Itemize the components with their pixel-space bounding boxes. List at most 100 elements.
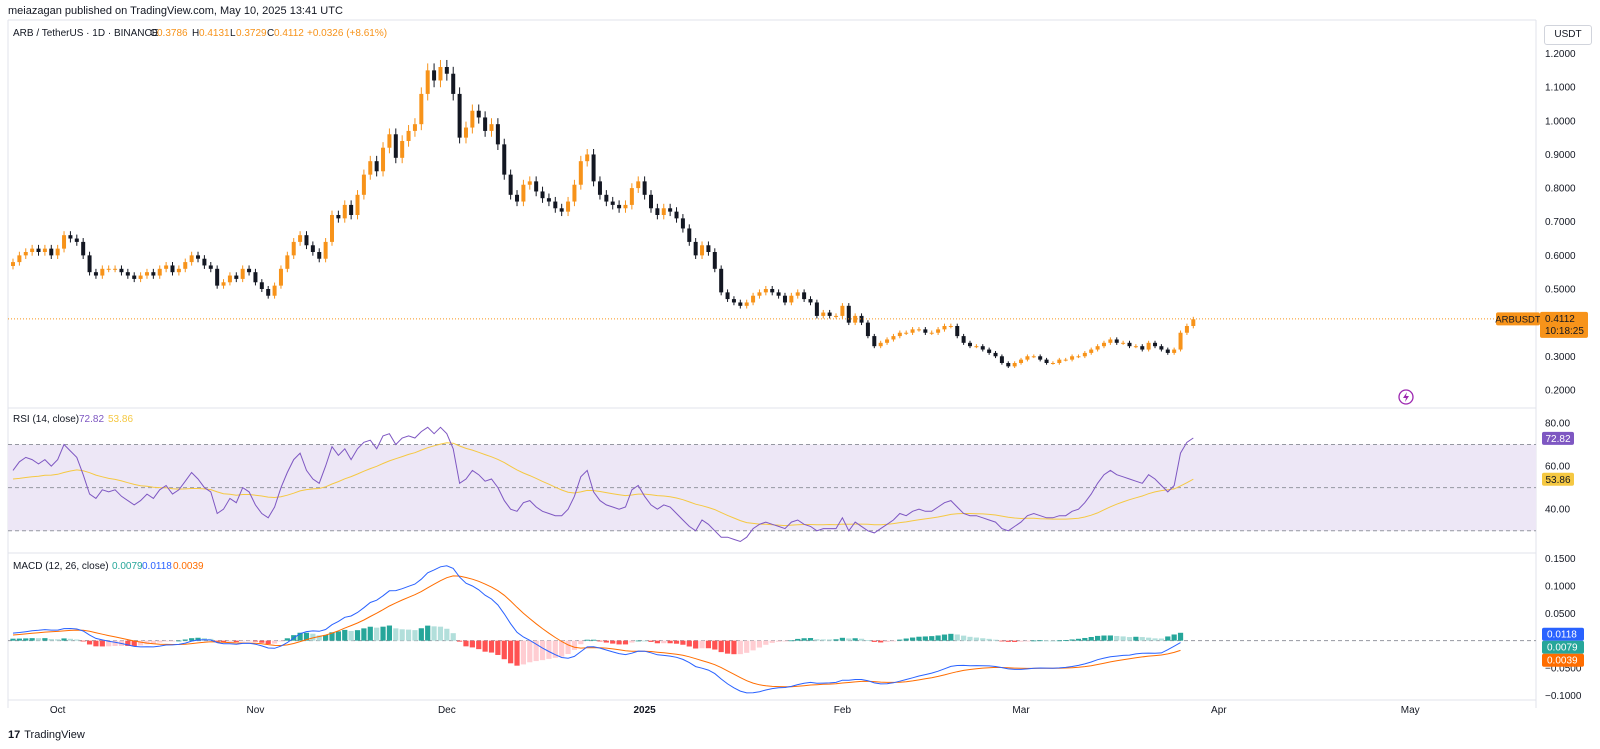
candle-body	[266, 289, 271, 296]
candle-body	[400, 141, 405, 158]
macd-hist-bar	[399, 629, 405, 641]
change-value: +0.0326 (+8.61%)	[307, 28, 387, 39]
rsi-tick-label: 80.00	[1545, 418, 1570, 429]
tradingview-logo[interactable]: 17 TradingView	[8, 729, 85, 741]
candle-body	[1101, 342, 1106, 347]
macd-hist-bar	[801, 638, 807, 641]
currency-button[interactable]: USDT	[1544, 25, 1592, 45]
candle-body	[176, 268, 181, 273]
macd-hist-bar	[756, 640, 763, 648]
candle-body	[1172, 349, 1177, 353]
candle-body	[1012, 363, 1017, 367]
close-value: 0.4112	[274, 28, 304, 39]
candle-body	[1031, 356, 1036, 358]
candle-body	[821, 312, 826, 316]
macd-hist-bar	[539, 640, 546, 661]
macd-hist-bar	[731, 640, 737, 655]
candle-body	[1025, 356, 1030, 360]
time-tick-label: Dec	[438, 705, 456, 716]
macd-hist-bar	[284, 638, 290, 641]
candle-body	[923, 329, 928, 333]
macd-hist-bar	[533, 640, 539, 662]
candle-body	[55, 248, 60, 256]
macd-hist-bar	[699, 640, 705, 649]
price-tick-label: 0.5000	[1545, 285, 1576, 296]
macd-hist-bar	[488, 640, 495, 653]
macd-hist-bar	[782, 640, 788, 642]
candle-body	[987, 349, 992, 353]
macd-hist-bar	[67, 638, 74, 641]
candle-body	[993, 352, 998, 357]
candle-body	[515, 194, 520, 202]
macd-hist-bar	[393, 628, 399, 641]
candle-body	[368, 161, 373, 175]
macd-hist-bar	[316, 635, 322, 641]
candle-body	[1095, 346, 1100, 350]
candle-body	[1178, 332, 1183, 350]
macd-hist-bar	[603, 640, 609, 643]
macd-hist-bar	[763, 640, 769, 645]
macd-hist-bar	[259, 640, 265, 643]
macd-hist-bar	[1063, 639, 1069, 641]
candle-body	[476, 110, 481, 118]
close-label: C	[267, 28, 274, 39]
macd-hist-bar	[667, 640, 673, 644]
macd-line	[12, 565, 1181, 694]
candle-body	[49, 248, 54, 256]
candle-body	[910, 329, 915, 333]
candle-body	[955, 326, 960, 337]
candle-body	[355, 194, 360, 215]
macd-hist-value: 0.0079	[112, 561, 143, 572]
macd-hist-bar	[724, 640, 731, 654]
macd-hist-bar	[909, 637, 916, 641]
macd-hist-bar	[1114, 635, 1120, 641]
macd-hist-bar	[501, 640, 507, 660]
macd-hist-bar	[737, 640, 743, 655]
candle-body	[298, 235, 303, 242]
candle-body	[834, 315, 839, 317]
candle-body	[1159, 346, 1164, 350]
candle-body	[74, 238, 79, 242]
macd-hist-bar	[495, 640, 501, 655]
macd-hist-bar	[839, 637, 845, 641]
price-tick-label: 0.3000	[1545, 352, 1576, 363]
candle-body	[387, 134, 392, 148]
candle-body	[1121, 342, 1126, 344]
price-tick-label: 1.1000	[1545, 83, 1576, 94]
candle-body	[610, 201, 615, 205]
candle-body	[227, 275, 232, 283]
macd-hist-bar	[265, 640, 271, 645]
candle-body	[189, 255, 194, 263]
candle-body	[1108, 339, 1113, 343]
macd-axis-tags: 0.0118 0.0079 0.0039	[1542, 627, 1584, 667]
candle-body	[317, 252, 322, 259]
macd-hist-bar	[1177, 632, 1184, 641]
candle-body	[872, 336, 877, 347]
candle-body	[668, 208, 673, 212]
macd-hist-bar	[348, 630, 354, 641]
candle-body	[183, 262, 188, 269]
macd-pane: 0.1500 0.1000 0.0500 −0.0500 −0.1000	[8, 554, 1582, 702]
candle-body	[247, 268, 252, 273]
macd-hist-bar	[718, 640, 724, 653]
signal-line	[12, 575, 1181, 688]
macd-hist-bar	[176, 640, 182, 642]
macd-hist-bar	[1012, 640, 1018, 642]
macd-hist-bar	[342, 629, 348, 641]
macd-tick-label: 0.1000	[1545, 582, 1576, 593]
macd-hist-bar	[584, 639, 590, 641]
lightning-icon[interactable]	[1398, 389, 1414, 405]
candle-body	[559, 208, 564, 212]
price-tick-label: 0.6000	[1545, 251, 1576, 262]
macd-hist-bar	[712, 640, 718, 650]
macd-hist-bar	[220, 640, 227, 643]
open-value: 0.3786	[157, 28, 188, 39]
macd-hist-bar	[163, 640, 169, 642]
candle-body	[68, 235, 73, 239]
macd-hist-bar	[578, 640, 584, 645]
candle-body	[604, 194, 609, 202]
macd-hist-bar	[271, 640, 278, 644]
candle-body	[419, 93, 424, 125]
candle-body	[738, 302, 743, 306]
